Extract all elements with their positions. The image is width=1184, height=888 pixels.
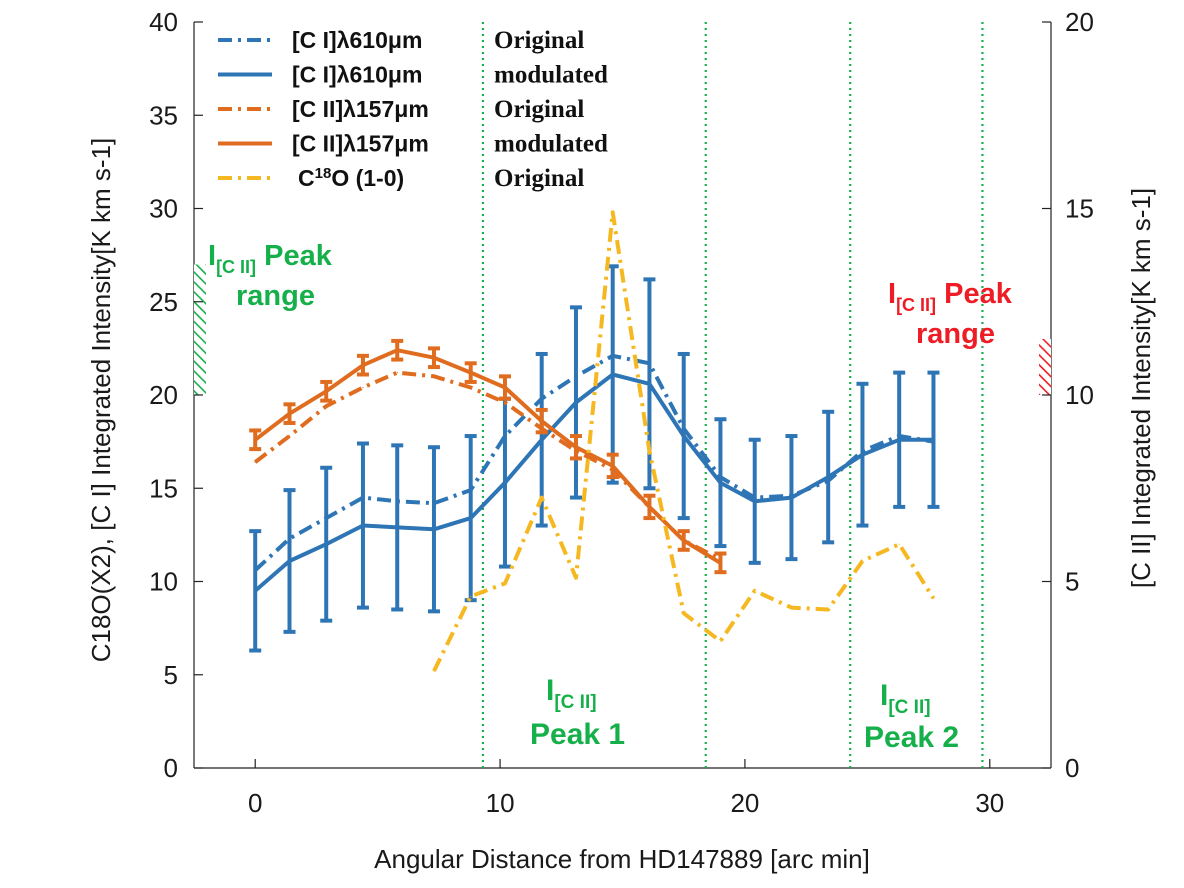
y-left-tick-label: 15 — [149, 473, 178, 503]
series-5-point — [898, 543, 900, 545]
legend-kind-1: Original — [494, 27, 584, 54]
series-1-line — [253, 353, 934, 572]
axis-ticks: 0 5 10 15 20 25 30 35 40 0 5 10 15 20 0 10 20 30 — [149, 7, 1094, 818]
annotation-4-line1: I[C II] — [880, 679, 931, 718]
series-5-point — [433, 670, 435, 672]
legend-label-5: C18O (1-0) — [298, 165, 404, 192]
series-5-point — [932, 597, 935, 599]
series-2-line — [253, 372, 934, 593]
series-5-point — [575, 577, 577, 579]
series-4 — [249, 338, 727, 575]
x-tick-label: 0 — [248, 788, 262, 818]
annotation-2-line2: range — [916, 318, 995, 350]
y-right-tick-label: 0 — [1065, 753, 1079, 783]
annotation-3-line1: I[C II] — [546, 674, 597, 713]
series-5 — [432, 210, 936, 672]
legend-kind-2: modulated — [494, 62, 608, 89]
legend-kind-4: modulated — [494, 131, 608, 158]
series-5-point — [648, 450, 651, 452]
x-tick-label: 10 — [486, 788, 515, 818]
legend-kind-5: Original — [494, 165, 584, 192]
series-5-point — [861, 560, 864, 562]
series-5-point — [790, 607, 793, 609]
legend-label-2: [C I]λ610μm — [292, 62, 422, 88]
peak-range-hatches — [194, 264, 1051, 395]
series-5-point — [719, 640, 722, 642]
series-5-point — [754, 590, 756, 592]
x-tick-label: 30 — [975, 788, 1004, 818]
legend: [C I]λ610μm Original [C I]λ610μm modulated [… — [218, 27, 608, 192]
series-3-point — [254, 461, 256, 463]
y-right-tick-label: 15 — [1065, 194, 1094, 224]
annotation-1-line1: I[C II] Peak — [208, 240, 333, 277]
y-right-tick-label: 10 — [1065, 380, 1094, 410]
y-axis-right-title: [C II] Integrated Intensity[K km s-1] — [1126, 188, 1156, 588]
series-5-point — [470, 595, 472, 598]
series-3-point — [396, 372, 398, 374]
x-tick-label: 20 — [730, 788, 759, 818]
series-2 — [249, 264, 940, 653]
series-group — [249, 210, 940, 672]
peak-range-hatch-right — [1039, 339, 1051, 395]
x-axis-title: Angular Distance from HD147889 [arc min] — [374, 844, 870, 874]
series-5-point — [541, 496, 543, 499]
y-right-tick-label: 20 — [1065, 7, 1094, 37]
series-5-point — [827, 608, 829, 611]
y-left-tick-label: 10 — [149, 567, 178, 597]
peak-range-hatch-left — [194, 264, 206, 395]
annotation-4-line2: Peak 2 — [864, 721, 959, 754]
y-left-tick-label: 30 — [149, 194, 178, 224]
legend-label-4: [C II]λ157μm — [292, 131, 429, 157]
series-5-point — [612, 211, 614, 213]
series-3-point — [504, 401, 506, 404]
annotation-3-line2: Peak 1 — [530, 718, 625, 751]
annotation-1-line2: range — [236, 280, 315, 312]
series-5-point — [504, 582, 506, 584]
series-3-point — [362, 386, 364, 389]
y-left-tick-label: 5 — [164, 660, 178, 690]
y-left-tick-label: 35 — [149, 100, 178, 130]
y-left-tick-label: 25 — [149, 287, 178, 317]
series-3-point — [325, 405, 327, 407]
series-3-point — [433, 375, 435, 377]
series-3-line — [253, 370, 722, 561]
y-right-tick-label: 5 — [1065, 567, 1079, 597]
legend-label-1: [C I]λ610μm — [292, 27, 422, 53]
series-3-point — [288, 435, 291, 437]
series-4-line — [253, 348, 722, 565]
series-3-point — [470, 386, 472, 389]
y-axis-left-title: C18O(X2), [C I] Integrated Intensity[K k… — [86, 138, 116, 663]
peak-divider-lines — [481, 22, 984, 768]
y-left-tick-label: 40 — [149, 7, 178, 37]
legend-kind-3: Original — [494, 96, 584, 123]
annotation-2-line1: I[C II] Peak — [888, 278, 1013, 315]
series-5-point — [683, 612, 685, 614]
y-left-tick-label: 20 — [149, 380, 178, 410]
y-left-tick-label: 0 — [164, 753, 178, 783]
legend-label-3: [C II]λ157μm — [292, 96, 429, 122]
